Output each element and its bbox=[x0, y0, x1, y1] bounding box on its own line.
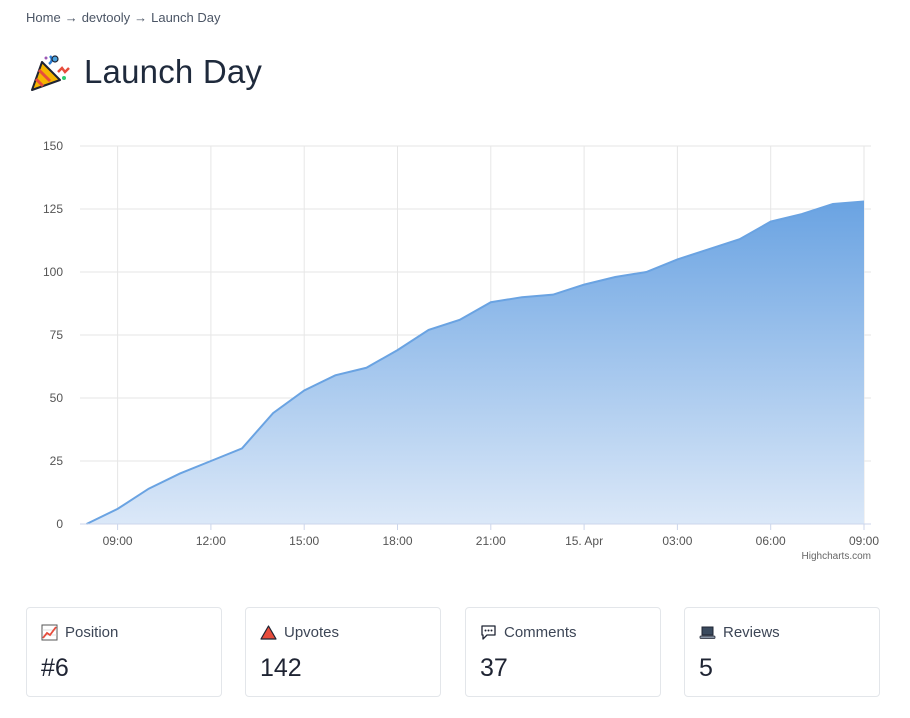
data-point[interactable] bbox=[861, 198, 867, 204]
breadcrumb: Home → devtooly → Launch Day bbox=[26, 10, 221, 25]
stat-card-reviews: Reviews 5 bbox=[684, 607, 880, 697]
stat-label: Comments bbox=[504, 624, 577, 641]
data-point[interactable] bbox=[550, 292, 556, 298]
x-tick-label: 18:00 bbox=[382, 534, 412, 548]
laptop-icon bbox=[699, 626, 716, 639]
stat-value: 142 bbox=[260, 654, 302, 682]
data-point[interactable] bbox=[643, 269, 649, 275]
data-point[interactable] bbox=[737, 236, 743, 242]
y-tick-label: 75 bbox=[50, 328, 64, 342]
chart-credits[interactable]: Highcharts.com bbox=[802, 551, 871, 562]
speech-bubble-icon bbox=[481, 625, 496, 640]
stat-value: #6 bbox=[41, 654, 69, 682]
page-title: Launch Day bbox=[84, 53, 263, 90]
chart-axes: 0 25 50 75 100 125 150 09:00 12:00 15:00 18:00 21:0… bbox=[43, 139, 879, 548]
data-point[interactable] bbox=[395, 347, 401, 353]
x-tick-label: 12:00 bbox=[196, 534, 226, 548]
breadcrumb-devtooly[interactable]: devtooly bbox=[81, 10, 131, 25]
x-tick-label: 21:00 bbox=[476, 534, 506, 548]
x-tick-label: 09:00 bbox=[103, 534, 133, 548]
data-point[interactable] bbox=[799, 211, 805, 217]
y-tick-label: 125 bbox=[43, 202, 63, 216]
chart-series bbox=[86, 198, 867, 525]
stat-value: 37 bbox=[480, 654, 508, 682]
data-point[interactable] bbox=[706, 246, 712, 252]
launch-day-chart: 0 25 50 75 100 125 150 09:00 12:00 15:00 18:00 21:0… bbox=[43, 139, 879, 562]
data-point[interactable] bbox=[488, 299, 494, 305]
x-tick-label: 06:00 bbox=[756, 534, 786, 548]
data-point[interactable] bbox=[612, 274, 618, 280]
y-tick-label: 100 bbox=[43, 265, 63, 279]
stat-label: Reviews bbox=[723, 624, 780, 641]
data-point[interactable] bbox=[457, 317, 463, 323]
series-line bbox=[86, 200, 865, 525]
stat-card-upvotes: Upvotes 142 bbox=[245, 607, 441, 697]
page-header: Launch Day bbox=[28, 50, 262, 94]
data-point[interactable] bbox=[208, 458, 214, 464]
breadcrumb-home[interactable]: Home bbox=[26, 10, 61, 25]
y-tick-label: 50 bbox=[50, 391, 64, 405]
breadcrumb-separator: → bbox=[134, 10, 148, 25]
party-popper-icon bbox=[31, 55, 70, 91]
y-tick-label: 25 bbox=[50, 454, 64, 468]
data-point[interactable] bbox=[115, 506, 121, 512]
red-triangle-icon bbox=[260, 625, 277, 640]
y-tick-label: 150 bbox=[43, 139, 63, 153]
data-point[interactable] bbox=[301, 387, 307, 393]
breadcrumb-current: Launch Day bbox=[151, 10, 221, 25]
data-point[interactable] bbox=[674, 256, 680, 262]
x-tick-label: 15. Apr bbox=[565, 534, 603, 548]
y-tick-label: 0 bbox=[56, 517, 63, 531]
chart-increasing-icon bbox=[41, 624, 58, 641]
data-point[interactable] bbox=[177, 471, 183, 477]
data-point[interactable] bbox=[363, 365, 369, 371]
x-tick-label: 15:00 bbox=[289, 534, 319, 548]
stat-value: 5 bbox=[699, 654, 713, 682]
stat-label: Position bbox=[65, 624, 119, 641]
data-point[interactable] bbox=[332, 372, 338, 378]
data-point[interactable] bbox=[426, 327, 432, 333]
x-tick-label: 09:00 bbox=[849, 534, 879, 548]
stat-card-comments: Comments 37 bbox=[465, 607, 661, 697]
breadcrumb-separator: → bbox=[64, 10, 78, 25]
data-point[interactable] bbox=[146, 486, 152, 492]
area-fill bbox=[86, 201, 864, 524]
stat-label: Upvotes bbox=[284, 624, 340, 641]
data-point[interactable] bbox=[581, 282, 587, 288]
x-tick-label: 03:00 bbox=[662, 534, 692, 548]
data-point[interactable] bbox=[519, 294, 525, 300]
data-point[interactable] bbox=[830, 201, 836, 207]
data-point[interactable] bbox=[270, 410, 276, 416]
stat-card-position: Position #6 bbox=[26, 607, 222, 697]
data-point[interactable] bbox=[768, 219, 774, 225]
data-point[interactable] bbox=[239, 445, 245, 451]
